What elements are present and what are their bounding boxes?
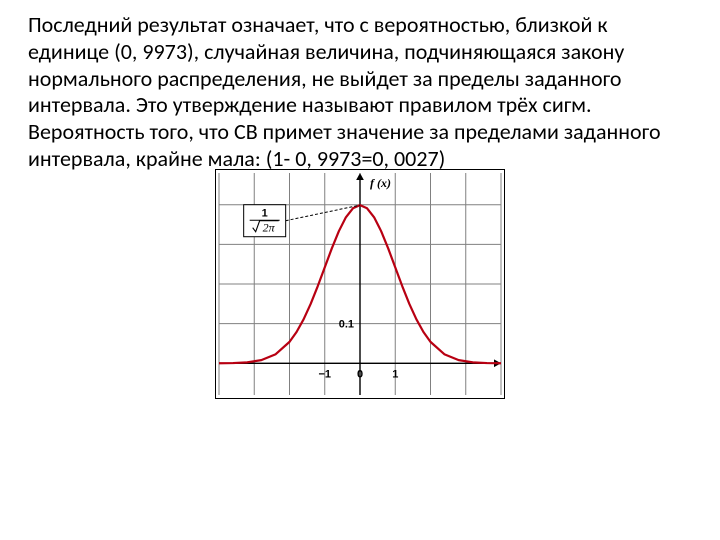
chart-container: −1010.1f (x)12π [28,169,692,404]
svg-text:0: 0 [357,368,363,380]
body-paragraph: Последний результат означает, что с веро… [28,12,692,173]
svg-text:1: 1 [392,368,398,380]
svg-text:2π: 2π [263,221,276,235]
svg-text:f (x): f (x) [370,176,391,190]
svg-text:−1: −1 [318,368,331,380]
svg-text:0.1: 0.1 [339,319,354,331]
normal-distribution-chart: −1010.1f (x)12π [215,169,505,399]
svg-text:1: 1 [262,208,268,220]
